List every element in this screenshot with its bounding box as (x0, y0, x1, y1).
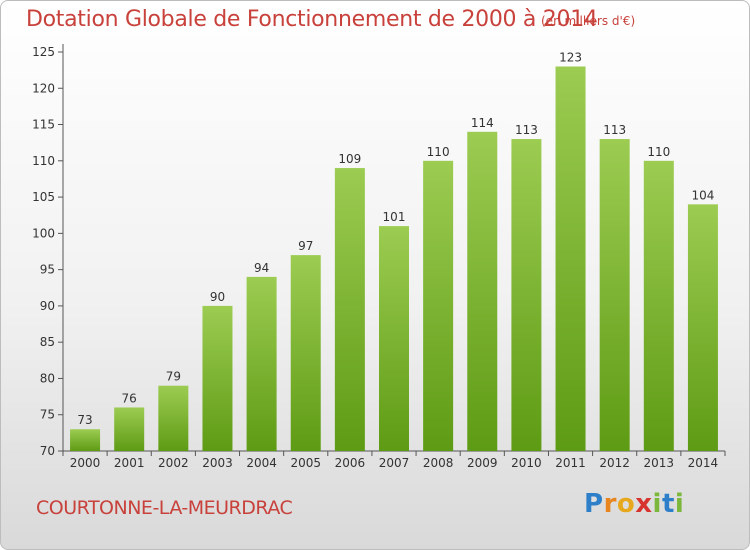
x-tick-label: 2002 (158, 456, 189, 470)
x-tick-label: 2005 (290, 456, 321, 470)
x-tick-label: 2010 (511, 456, 542, 470)
logo-letter: x (635, 489, 653, 519)
y-tick-label: 85 (40, 335, 55, 349)
x-tick-label: 2008 (423, 456, 454, 470)
x-tick-label: 2001 (114, 456, 145, 470)
data-label: 110 (647, 145, 670, 159)
y-tick-label: 115 (32, 118, 55, 132)
y-tick-label: 120 (32, 81, 55, 95)
data-label: 76 (122, 391, 137, 405)
y-tick-label: 75 (40, 408, 55, 422)
bar (511, 139, 542, 451)
data-label: 109 (338, 152, 361, 166)
logo-letter: i (674, 489, 685, 519)
y-tick-label: 80 (40, 371, 55, 385)
data-label: 90 (210, 290, 225, 304)
logo-letter: o (616, 489, 636, 519)
x-tick-label: 2000 (70, 456, 101, 470)
x-tick-label: 2013 (644, 456, 675, 470)
bar (467, 131, 498, 452)
y-tick-label: 70 (40, 444, 55, 458)
bar-chart: 70 75 80 85 90 95 100 105 110 115 120 125 2000 73 200… (32, 44, 726, 470)
logo-letter: i (652, 489, 662, 519)
logo-letter: r (603, 489, 617, 519)
data-label: 110 (427, 145, 450, 159)
bar (290, 255, 321, 451)
bar (158, 385, 189, 451)
chart-title: Dotation Globale de Fonctionnement de 20… (26, 7, 598, 32)
y-tick-label: 105 (32, 190, 55, 204)
data-label: 113 (515, 123, 538, 137)
bar (334, 168, 365, 451)
bar (202, 305, 233, 451)
x-tick-label: 2006 (335, 456, 366, 470)
x-tick-label: 2009 (467, 456, 498, 470)
data-label: 114 (471, 116, 494, 130)
data-label: 94 (254, 261, 269, 275)
bar (246, 276, 277, 451)
bar (423, 160, 454, 451)
bar (114, 407, 145, 451)
data-label: 123 (559, 51, 582, 65)
logo-letter: P (584, 489, 604, 519)
y-tick-label: 90 (40, 299, 55, 313)
data-label: 97 (298, 239, 313, 253)
data-label: 101 (383, 210, 406, 224)
data-label: 104 (691, 188, 714, 202)
logo-letter: t (661, 489, 675, 519)
y-tick-label: 95 (40, 263, 55, 277)
data-label: 113 (603, 123, 626, 137)
x-tick-label: 2004 (246, 456, 277, 470)
unit-note: (en milliers d'€) (541, 14, 636, 28)
x-tick-label: 2014 (688, 456, 719, 470)
bar (643, 160, 674, 451)
x-tick-label: 2007 (379, 456, 410, 470)
y-tick-label: 110 (32, 154, 55, 168)
bar (555, 66, 586, 451)
x-tick-label: 2003 (202, 456, 233, 470)
bar (70, 429, 101, 451)
x-tick-label: 2011 (555, 456, 586, 470)
x-tick-label: 2012 (599, 456, 630, 470)
y-tick-label: 125 (32, 45, 55, 59)
commune-name: COURTONNE-LA-MEURDRAC (36, 497, 293, 519)
y-tick-label: 100 (32, 226, 55, 240)
bar (687, 204, 718, 451)
proxiti-logo: Proxiti (584, 489, 684, 519)
bar (379, 226, 409, 451)
data-label: 73 (77, 413, 92, 427)
bar (599, 139, 630, 451)
data-label: 79 (166, 370, 181, 384)
